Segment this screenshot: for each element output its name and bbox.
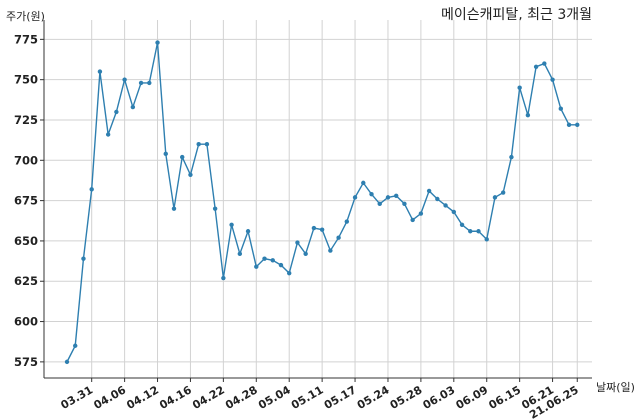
x-tick-label: 06.03 — [421, 383, 458, 412]
y-tick-label: 700 — [14, 153, 38, 167]
data-point — [484, 237, 489, 242]
data-point — [221, 275, 226, 281]
y-tick-label: 775 — [14, 32, 38, 46]
x-tick-label: 05.11 — [289, 383, 326, 412]
x-tick-label: 04.22 — [190, 383, 227, 412]
data-point — [451, 209, 457, 215]
x-tick-label: 04.12 — [124, 383, 161, 412]
data-point — [89, 187, 94, 192]
x-tick-label: 04.06 — [91, 383, 128, 412]
data-point — [237, 251, 243, 257]
data-point — [517, 85, 522, 90]
data-point — [319, 227, 325, 232]
data-point — [492, 195, 498, 200]
x-tick-label: 04.28 — [223, 383, 260, 412]
x-tick-label: 05.28 — [388, 383, 425, 412]
data-point — [575, 122, 580, 128]
data-point — [287, 270, 292, 276]
data-point — [525, 112, 531, 118]
data-point — [377, 201, 382, 207]
data-point — [435, 196, 440, 202]
data-point — [566, 122, 572, 128]
data-point — [245, 229, 251, 234]
data-point — [147, 80, 152, 86]
data-point — [352, 195, 358, 200]
y-tick-label: 675 — [14, 194, 38, 208]
data-point — [509, 154, 514, 160]
data-point — [542, 61, 547, 66]
y-tick-label: 575 — [14, 355, 38, 369]
data-point — [81, 256, 86, 261]
data-point — [73, 343, 78, 348]
y-tick-label: 625 — [14, 274, 38, 288]
data-point — [328, 248, 333, 253]
data-point — [344, 219, 350, 224]
data-point — [550, 77, 555, 82]
data-point — [311, 225, 317, 231]
data-point — [361, 180, 366, 186]
x-tick-label: 05.04 — [256, 383, 293, 412]
data-point — [262, 256, 267, 261]
data-point — [336, 235, 341, 240]
data-point — [558, 106, 563, 111]
data-point — [270, 258, 275, 263]
data-point — [303, 251, 308, 257]
y-tick-label: 600 — [14, 315, 38, 329]
data-point — [459, 222, 465, 228]
x-tick-label: 05.24 — [355, 383, 392, 412]
data-point — [196, 141, 201, 147]
x-tick-label: 06.15 — [487, 383, 524, 412]
data-point — [443, 203, 448, 208]
data-point — [171, 206, 177, 211]
data-point — [369, 191, 374, 197]
y-tick-label: 750 — [14, 73, 38, 87]
data-point — [97, 69, 103, 74]
data-point — [385, 195, 391, 200]
x-tick-label: 03.31 — [59, 383, 96, 412]
data-point — [295, 240, 300, 245]
data-point — [122, 77, 127, 82]
data-point — [278, 262, 284, 268]
x-tick-label: 05.17 — [322, 383, 359, 412]
data-point — [212, 206, 218, 211]
data-point — [180, 154, 185, 160]
data-point — [418, 211, 424, 216]
data-point — [229, 222, 234, 228]
data-point — [114, 109, 119, 115]
x-axis-label: 날짜(일) — [596, 381, 635, 394]
data-point — [163, 151, 168, 157]
data-point — [394, 193, 399, 198]
y-tick-label: 650 — [14, 234, 38, 248]
data-point — [402, 201, 407, 207]
data-point — [500, 190, 506, 195]
data-point — [105, 132, 111, 137]
chart-title: 메이슨캐피탈, 최근 3개월 — [440, 7, 592, 23]
y-tick-label: 725 — [14, 113, 38, 127]
data-point — [426, 188, 432, 194]
data-point — [476, 229, 481, 234]
data-point — [468, 229, 473, 234]
data-point — [188, 172, 193, 178]
data-point — [130, 104, 136, 110]
data-point — [138, 80, 144, 86]
data-point — [204, 141, 210, 147]
data-point — [533, 64, 539, 69]
data-point — [64, 359, 70, 365]
x-tick-label: 06.09 — [454, 383, 491, 412]
data-point — [254, 264, 259, 269]
data-point — [155, 40, 160, 45]
x-tick-label: 04.16 — [157, 383, 194, 412]
data-point — [410, 217, 415, 223]
y-axis-label: 주가(원) — [6, 10, 45, 23]
